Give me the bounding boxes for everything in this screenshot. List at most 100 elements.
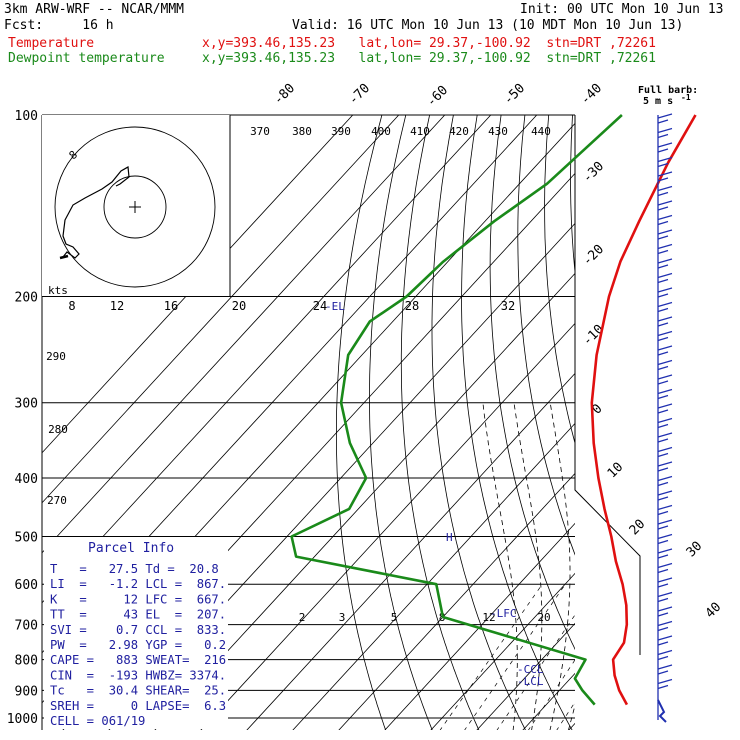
wind-barb <box>657 620 673 632</box>
hodograph-speed-label: 24 <box>313 299 327 313</box>
isotherm-line <box>603 115 740 740</box>
level-marker-h: H <box>446 531 453 544</box>
temperature-location-info: x,y=393.46,135.23 lat,lon= 29.37,-100.92… <box>202 36 656 51</box>
barb-legend-line1: Full barb: <box>638 85 698 96</box>
theta-tick-label: 280 <box>48 423 68 436</box>
wind-barb <box>657 548 673 559</box>
wind-barb <box>657 519 673 530</box>
hodograph-center <box>129 201 141 213</box>
wind-barb <box>657 345 673 356</box>
wind-barb <box>657 229 673 240</box>
temperature-trace <box>590 114 697 706</box>
hodograph-unit-label: kts <box>48 284 68 297</box>
theta-tick-label: 410 <box>410 125 430 138</box>
pressure-tick-label: 600 <box>15 578 38 593</box>
isotherm-tick-label: 30 <box>684 539 706 561</box>
moist-adiabat-line <box>568 703 575 730</box>
temperature-legend: Temperature <box>8 36 95 51</box>
mixing-ratio-line <box>464 584 566 730</box>
dry-adiabat-line <box>431 115 526 730</box>
isotherm-line <box>338 472 575 730</box>
parcel-info-panel: Parcel Info T = 27.5 Td = 20.8LI = -1.2 L… <box>44 537 228 729</box>
hodograph-trace <box>62 166 130 259</box>
dry-adiabat-line <box>570 115 575 277</box>
isotherm-tick-label: -60 <box>424 83 451 110</box>
isotherm-line <box>292 422 575 730</box>
barb-legend-exponent: -1 <box>681 93 691 102</box>
parcel-info-row: SVI = 0.7 CCL = 833. <box>50 623 226 637</box>
pressure-tick-label: 400 <box>15 472 38 487</box>
isotherm-line <box>384 522 575 730</box>
wind-barb <box>657 113 673 124</box>
wind-barb <box>657 446 673 458</box>
parcel-info-row: T = 27.5 Td = 20.8 <box>50 562 219 576</box>
isotherm-line <box>42 115 354 454</box>
wind-barb-column: Full barb:5 m s -1 <box>638 85 698 723</box>
theta-tick-label: 290 <box>46 350 66 363</box>
isotherm-line <box>154 272 575 730</box>
wind-barb <box>657 171 673 182</box>
dry-adiabat-line <box>692 115 740 731</box>
pressure-tick-label: 200 <box>15 291 38 306</box>
parcel-info-row: CELL = 061/19 <box>50 714 145 728</box>
wind-barb <box>657 533 673 545</box>
theta-tick-label: 270 <box>47 494 67 507</box>
sounding-traces <box>290 114 697 706</box>
wind-barb <box>657 156 673 168</box>
isotherm-tick-label: -80 <box>271 81 298 108</box>
wind-barb <box>657 316 673 327</box>
isotherm-line <box>42 115 492 604</box>
mixing-ratio-label: 3 <box>339 611 346 624</box>
pressure-tick-label: 300 <box>15 397 38 412</box>
dewpoint-trace <box>290 114 623 706</box>
pressure-tick-label: 800 <box>15 654 38 669</box>
wind-barb <box>657 301 673 313</box>
parcel-info-row: LI = -1.2 LCL = 867. <box>50 577 226 591</box>
pressure-tick-label: 500 <box>15 530 38 545</box>
pressure-tick-label: 100 <box>15 109 38 124</box>
wind-barb <box>657 200 673 211</box>
wind-barb <box>657 591 673 603</box>
dry-adiabat-line <box>668 115 740 731</box>
mixing-ratio-line <box>439 584 543 730</box>
isotherm-tick-label: 10 <box>605 460 627 482</box>
barb-legend-line2: 5 m s <box>643 96 673 107</box>
isotherm-line <box>246 372 575 730</box>
dry-adiabat-line <box>716 115 740 731</box>
wind-barb <box>657 664 673 675</box>
wind-barb <box>657 475 673 487</box>
theta-tick-label: 380 <box>292 125 312 138</box>
wind-barb <box>657 359 673 371</box>
isotherm-line <box>568 722 575 730</box>
wind-barb <box>657 403 673 414</box>
hodograph-speed-label: 28 <box>405 299 419 313</box>
hodograph-speed-label: 8 <box>68 299 75 313</box>
wind-barb <box>657 330 673 342</box>
wind-barb <box>657 287 673 298</box>
pressure-tick-label: 1000 <box>7 712 38 727</box>
dry-adiabat-line <box>620 115 740 731</box>
theta-tick-label: 390 <box>331 125 351 138</box>
wind-barb <box>657 417 673 429</box>
wind-barb <box>657 185 673 197</box>
theta-tick-label: 440 <box>531 125 551 138</box>
wind-barb <box>657 272 673 284</box>
mixing-ratio-label: 12 <box>482 611 495 624</box>
wind-barb <box>657 678 673 690</box>
isotherm-line <box>42 115 446 554</box>
hodograph-trace-start <box>59 254 69 260</box>
parcel-info-row: K = 12 LFC = 667. <box>50 592 226 606</box>
parcel-info-row: Tc = 30.4 SHEAR= 25. <box>50 684 226 698</box>
hodograph-background <box>42 115 230 296</box>
mixing-ratio-label: 2 <box>299 611 306 624</box>
moist-adiabat-line <box>549 402 571 730</box>
level-marker-el: -EL <box>325 300 345 313</box>
forecast-hour: Fcst: 16 h <box>4 18 114 33</box>
wind-barb <box>657 504 673 516</box>
hodograph-speed-label: 16 <box>164 299 178 313</box>
wind-barb <box>657 214 673 226</box>
wind-barb <box>657 577 673 588</box>
right-frame <box>574 115 641 655</box>
wind-barb <box>657 142 673 153</box>
